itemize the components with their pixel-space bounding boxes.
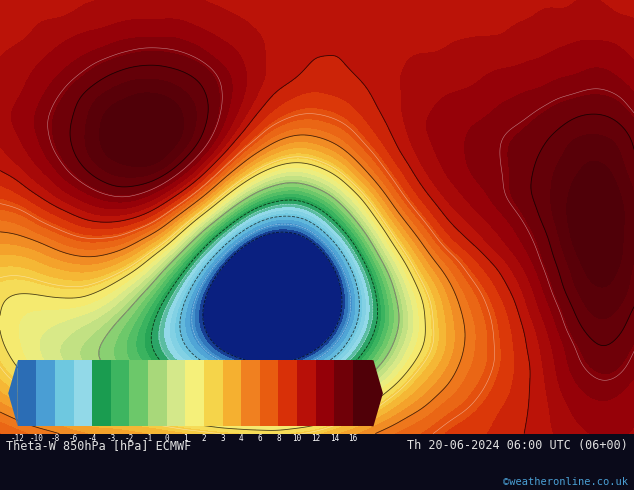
Bar	[18, 360, 36, 426]
Bar	[148, 360, 167, 426]
Text: 8: 8	[276, 434, 281, 442]
Text: -10: -10	[29, 434, 43, 442]
Text: 16: 16	[348, 434, 358, 442]
Bar	[316, 360, 334, 426]
Bar	[167, 360, 185, 426]
Bar	[36, 360, 55, 426]
Bar	[241, 360, 260, 426]
Bar	[74, 360, 92, 426]
Text: ©weatheronline.co.uk: ©weatheronline.co.uk	[503, 477, 628, 487]
Bar	[129, 360, 148, 426]
Text: -4: -4	[87, 434, 97, 442]
Text: 4: 4	[239, 434, 243, 442]
Text: 12: 12	[311, 434, 320, 442]
Text: -8: -8	[50, 434, 60, 442]
Text: -6: -6	[69, 434, 78, 442]
Text: -3: -3	[107, 434, 115, 442]
FancyArrow shape	[372, 360, 383, 426]
Bar	[92, 360, 111, 426]
Text: 10: 10	[292, 434, 302, 442]
Bar	[185, 360, 204, 426]
Text: 14: 14	[330, 434, 339, 442]
Bar	[55, 360, 74, 426]
Bar	[353, 360, 372, 426]
Bar	[223, 360, 241, 426]
Text: -2: -2	[125, 434, 134, 442]
Text: Theta-W 850hPa [hPa] ECMWF: Theta-W 850hPa [hPa] ECMWF	[6, 439, 191, 452]
Text: 0: 0	[164, 434, 169, 442]
Bar	[204, 360, 223, 426]
Bar	[111, 360, 129, 426]
Text: Th 20-06-2024 06:00 UTC (06+00): Th 20-06-2024 06:00 UTC (06+00)	[407, 439, 628, 452]
Text: -12: -12	[11, 434, 25, 442]
Text: 1: 1	[183, 434, 188, 442]
Text: 6: 6	[257, 434, 262, 442]
Bar	[278, 360, 297, 426]
Bar	[334, 360, 353, 426]
Text: 3: 3	[220, 434, 225, 442]
Text: 2: 2	[202, 434, 206, 442]
Text: -1: -1	[143, 434, 153, 442]
Bar	[297, 360, 316, 426]
Bar	[260, 360, 278, 426]
FancyArrow shape	[8, 360, 18, 426]
